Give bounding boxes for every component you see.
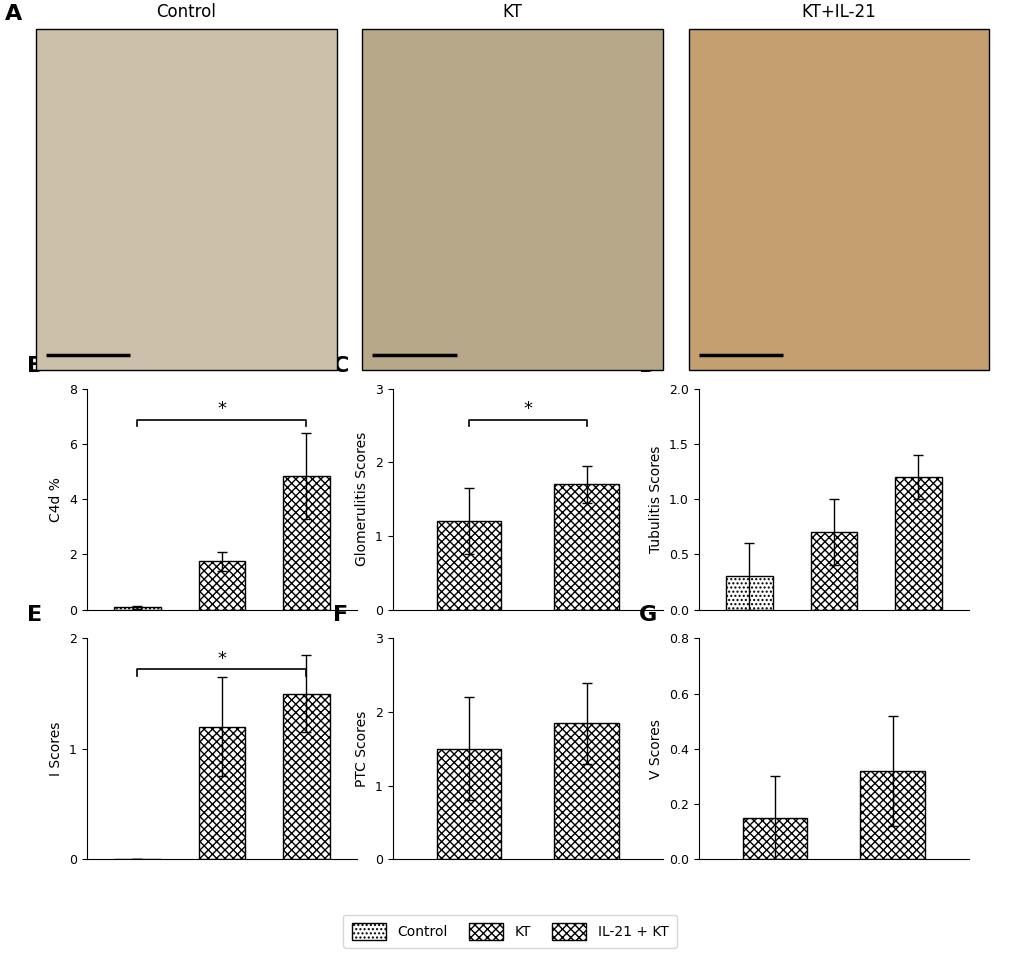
Bar	[114, 608, 160, 610]
Bar	[895, 477, 941, 610]
Y-axis label: Tubulitis Scores: Tubulitis Scores	[649, 445, 662, 553]
Text: KT: KT	[502, 3, 522, 21]
Text: Control: Control	[156, 3, 216, 21]
Text: E: E	[28, 605, 43, 625]
Y-axis label: V Scores: V Scores	[649, 719, 662, 779]
Y-axis label: I Scores: I Scores	[49, 722, 63, 776]
Text: B: B	[28, 355, 44, 375]
Bar	[553, 485, 619, 610]
Bar	[199, 562, 245, 610]
Bar	[553, 723, 619, 859]
Text: G: G	[639, 605, 657, 625]
Legend: Control, KT, IL-21 + KT: Control, KT, IL-21 + KT	[343, 915, 676, 948]
Text: *: *	[217, 650, 226, 667]
Text: A: A	[5, 4, 22, 24]
Bar	[436, 749, 501, 859]
Text: F: F	[333, 605, 348, 625]
Bar	[726, 576, 771, 610]
Y-axis label: C4d %: C4d %	[49, 477, 63, 521]
Bar	[283, 693, 329, 859]
Bar	[199, 727, 245, 859]
Y-axis label: Glomerulitis Scores: Glomerulitis Scores	[355, 432, 369, 566]
Text: *: *	[217, 400, 226, 418]
Text: KT+IL-21: KT+IL-21	[801, 3, 875, 21]
Bar	[859, 771, 924, 859]
Text: D: D	[639, 355, 657, 375]
Bar	[742, 818, 807, 859]
Bar	[810, 532, 856, 610]
Bar	[283, 476, 329, 610]
Text: *: *	[523, 400, 532, 418]
Text: C: C	[333, 355, 350, 375]
Bar	[436, 521, 501, 610]
Y-axis label: PTC Scores: PTC Scores	[355, 710, 369, 787]
